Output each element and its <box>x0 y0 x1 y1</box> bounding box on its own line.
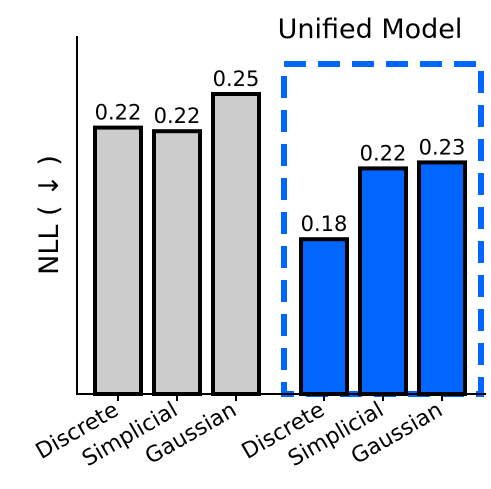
bar-value-label-2: 0.22 <box>154 104 201 128</box>
bar-value-label-3: 0.25 <box>213 67 260 91</box>
bar-1 <box>93 125 143 396</box>
bar-6 <box>417 160 467 396</box>
axes-layer <box>76 36 486 395</box>
bar-value-label-4: 0.18 <box>301 212 348 236</box>
bar-5 <box>358 166 408 396</box>
bar-value-label-5: 0.22 <box>360 141 407 165</box>
y-axis-title: NLL ( ↓ ) <box>34 155 65 275</box>
bar-4 <box>299 237 349 396</box>
highlight-group-title: Unified Model <box>278 14 463 45</box>
bars-layer <box>93 92 467 396</box>
bar-value-label-1: 0.22 <box>95 101 142 125</box>
bar-2 <box>152 129 202 396</box>
bar-value-label-6: 0.23 <box>419 135 466 159</box>
bar-3 <box>211 92 261 396</box>
